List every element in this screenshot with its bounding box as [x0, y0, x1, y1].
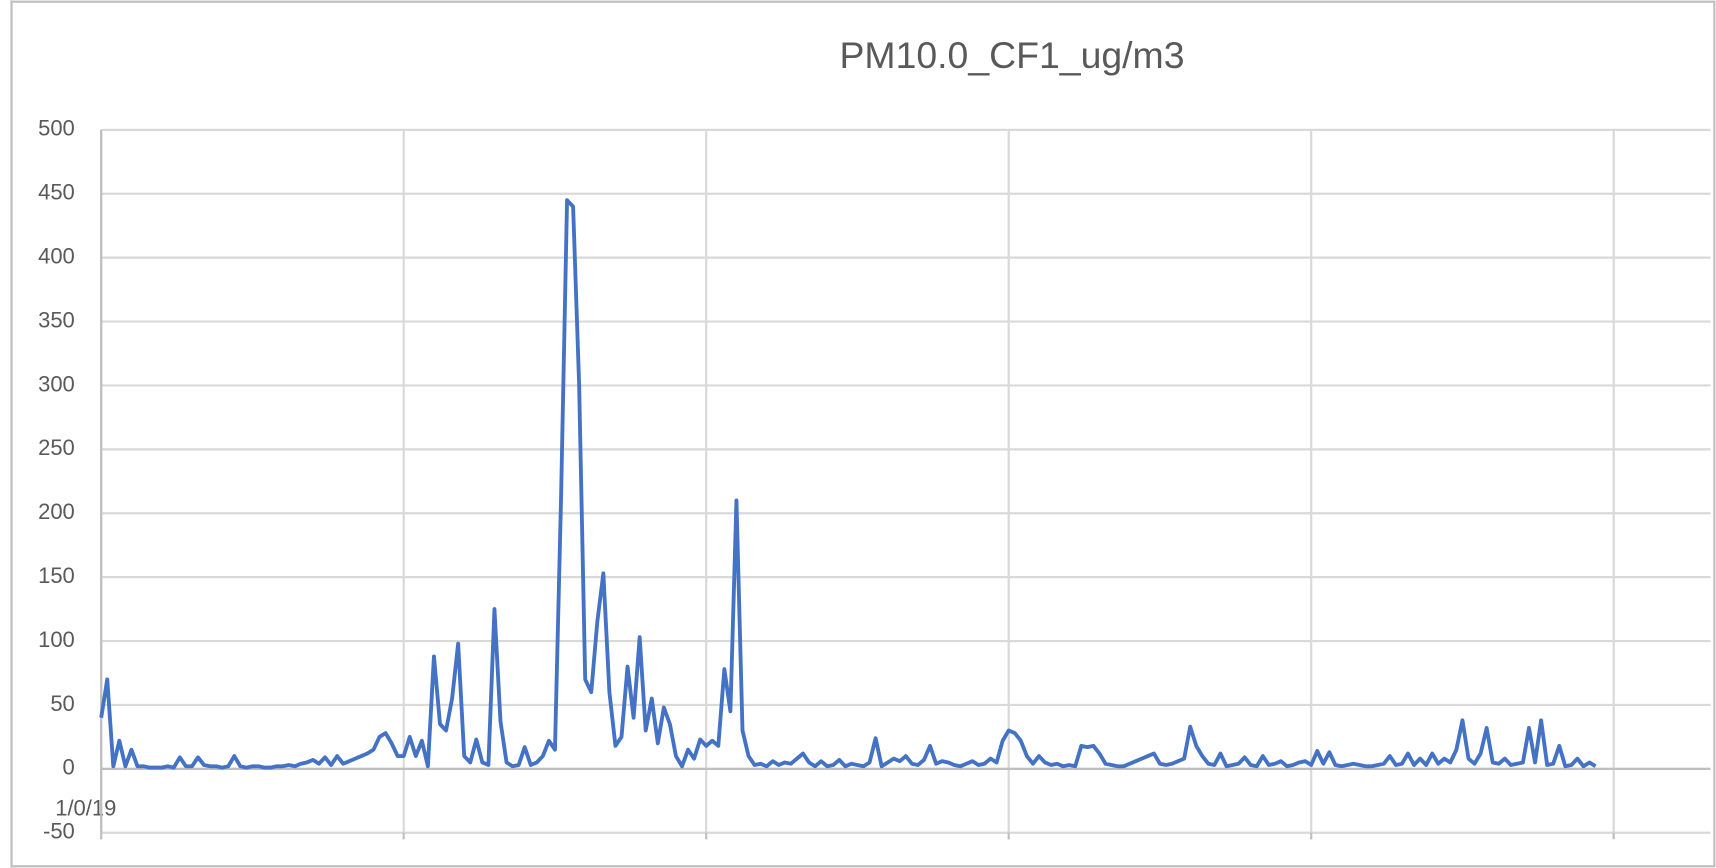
y-tick-label: 100: [38, 627, 75, 652]
y-tick-label: 0: [63, 755, 75, 780]
chart-border: [10, 0, 1716, 868]
chart-title: PM10.0_CF1_ug/m3: [839, 34, 1184, 76]
y-tick-label: 250: [38, 435, 75, 460]
y-tick-label: 350: [38, 307, 75, 332]
y-tick-label: 450: [38, 180, 75, 205]
data-line: [99, 198, 1597, 770]
y-tick-label: 50: [50, 691, 74, 716]
x-tick-label: 1/0/19: [55, 795, 116, 820]
y-tick-label: -50: [43, 819, 75, 844]
y-tick-label: 150: [38, 563, 75, 588]
y-tick-label: 400: [38, 243, 75, 268]
y-tick-label: 300: [38, 371, 75, 396]
y-tick-label: 200: [38, 499, 75, 524]
y-tick-label: 500: [38, 116, 75, 141]
